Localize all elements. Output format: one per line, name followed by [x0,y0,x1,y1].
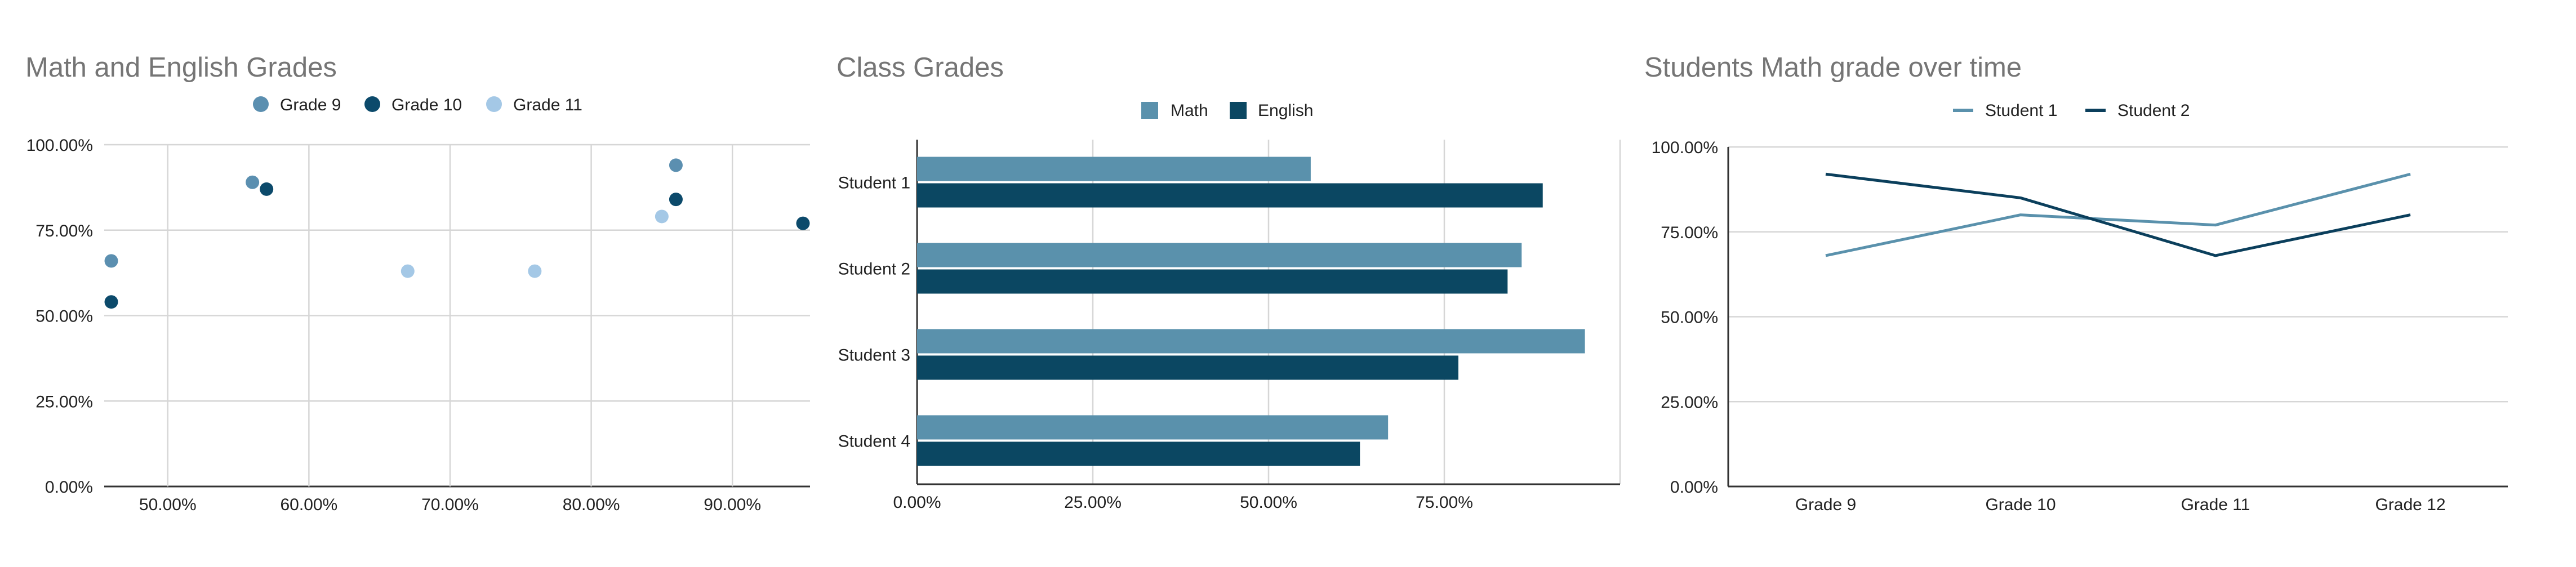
line-student-2 [1825,172,2411,257]
bar-category-label: Student 1 [838,174,910,193]
line-x-tick-label: Grade 11 [2181,495,2250,514]
scatter-point-grade-11 [401,264,415,278]
line-y-tick-label: 25.00% [1661,393,1718,412]
scatter-x-tick-label: 50.00% [139,495,197,514]
scatter-y-tick-label: 75.00% [35,222,93,240]
legend-marker-grade-10 [364,96,380,112]
legend-label-grade-11: Grade 11 [513,96,582,114]
bar-category-label: Student 3 [838,346,910,365]
scatter-point-grade-11 [528,264,542,278]
bar-x-tick-label: 75.00% [1416,493,1473,512]
bar-english-student-3 [917,355,1458,380]
bar-math-student-3 [917,329,1585,354]
scatter-point-grade-10 [796,216,810,230]
bar-math-student-4 [917,415,1389,440]
scatter-points [104,158,810,309]
scatter-x-tick-label: 90.00% [704,495,761,514]
scatter-point-grade-10 [260,182,274,196]
scatter-y-tick-label: 0.00% [45,478,93,497]
bar-english-student-2 [917,269,1508,294]
scatter-gridlines [104,144,810,488]
line-x-tick-label: Grade 12 [2375,495,2445,514]
legend-label-grade-9: Grade 9 [280,96,341,114]
scatter-x-tick-label: 70.00% [421,495,479,514]
bar-bars [917,157,1585,466]
bar-category-label: Student 2 [838,260,910,279]
scatter-point-grade-11 [655,209,669,224]
bar-english-student-4 [917,441,1360,466]
bar-chart: Class Grades Math English 0.00% 25.00% 50.… [837,52,1621,512]
scatter-chart: Math and English Grades Grade 9 Grade 10… [25,52,810,514]
bar-x-tick-label: 50.00% [1240,493,1297,512]
bar-category-label: Student 4 [838,432,910,451]
line-legend: Student 1 Student 2 [1953,101,2190,120]
legend-marker-grade-9 [253,96,269,112]
line-x-axis: Grade 9 Grade 10 Grade 11 Grade 12 [1795,495,2446,514]
line-y-tick-label: 0.00% [1670,478,1718,497]
bar-x-tick-label: 0.00% [893,493,941,512]
scatter-x-tick-label: 60.00% [280,495,337,514]
line-y-tick-label: 75.00% [1661,224,1718,242]
bar-x-tick-label: 25.00% [1064,493,1122,512]
bar-x-axis: 0.00% 25.00% 50.00% 75.00% [893,493,1472,512]
legend-label-student-1: Student 1 [1985,101,2057,120]
scatter-point-grade-9 [246,175,260,189]
legend-label-grade-10: Grade 10 [391,96,462,114]
bar-math-student-2 [917,243,1522,267]
line-x-tick-label: Grade 9 [1795,495,1856,514]
line-chart: Students Math grade over time Student 1 … [1644,52,2508,514]
line-series [1825,172,2411,257]
line-chart-title: Students Math grade over time [1644,52,2022,83]
bar-legend: Math English [1141,101,1313,120]
legend-label-english: English [1258,101,1313,120]
scatter-y-tick-label: 50.00% [35,307,93,326]
scatter-x-axis: 50.00% 60.00% 70.00% 80.00% 90.00% [139,495,761,514]
line-y-tick-label: 50.00% [1661,309,1718,327]
bar-math-student-1 [917,157,1311,181]
scatter-point-grade-9 [669,158,683,172]
legend-label-student-2: Student 2 [2117,101,2190,120]
scatter-chart-title: Math and English Grades [25,52,337,83]
line-gridlines [1727,146,2508,488]
line-y-tick-label: 100.00% [1652,139,1718,157]
scatter-legend: Grade 9 Grade 10 Grade 11 [253,96,582,114]
legend-marker-math [1141,102,1158,119]
scatter-y-axis: 0.00% 25.00% 50.00% 75.00% 100.00% [26,136,93,497]
legend-marker-grade-11 [486,96,502,112]
scatter-point-grade-10 [104,295,118,309]
legend-label-math: Math [1171,101,1208,120]
scatter-point-grade-10 [669,193,683,207]
scatter-y-tick-label: 100.00% [26,136,93,155]
legend-marker-english [1230,102,1247,119]
scatter-y-tick-label: 25.00% [35,392,93,411]
scatter-x-tick-label: 80.00% [563,495,620,514]
line-x-tick-label: Grade 10 [1985,495,2056,514]
line-y-axis: 0.00% 25.00% 50.00% 75.00% 100.00% [1652,139,1718,497]
bar-english-student-1 [917,183,1543,208]
line-student-1 [1825,172,2411,257]
bar-chart-title: Class Grades [837,52,1004,83]
bar-category-axis: Student 1 Student 2 Student 3 Student 4 [838,174,910,451]
scatter-point-grade-9 [104,254,118,268]
